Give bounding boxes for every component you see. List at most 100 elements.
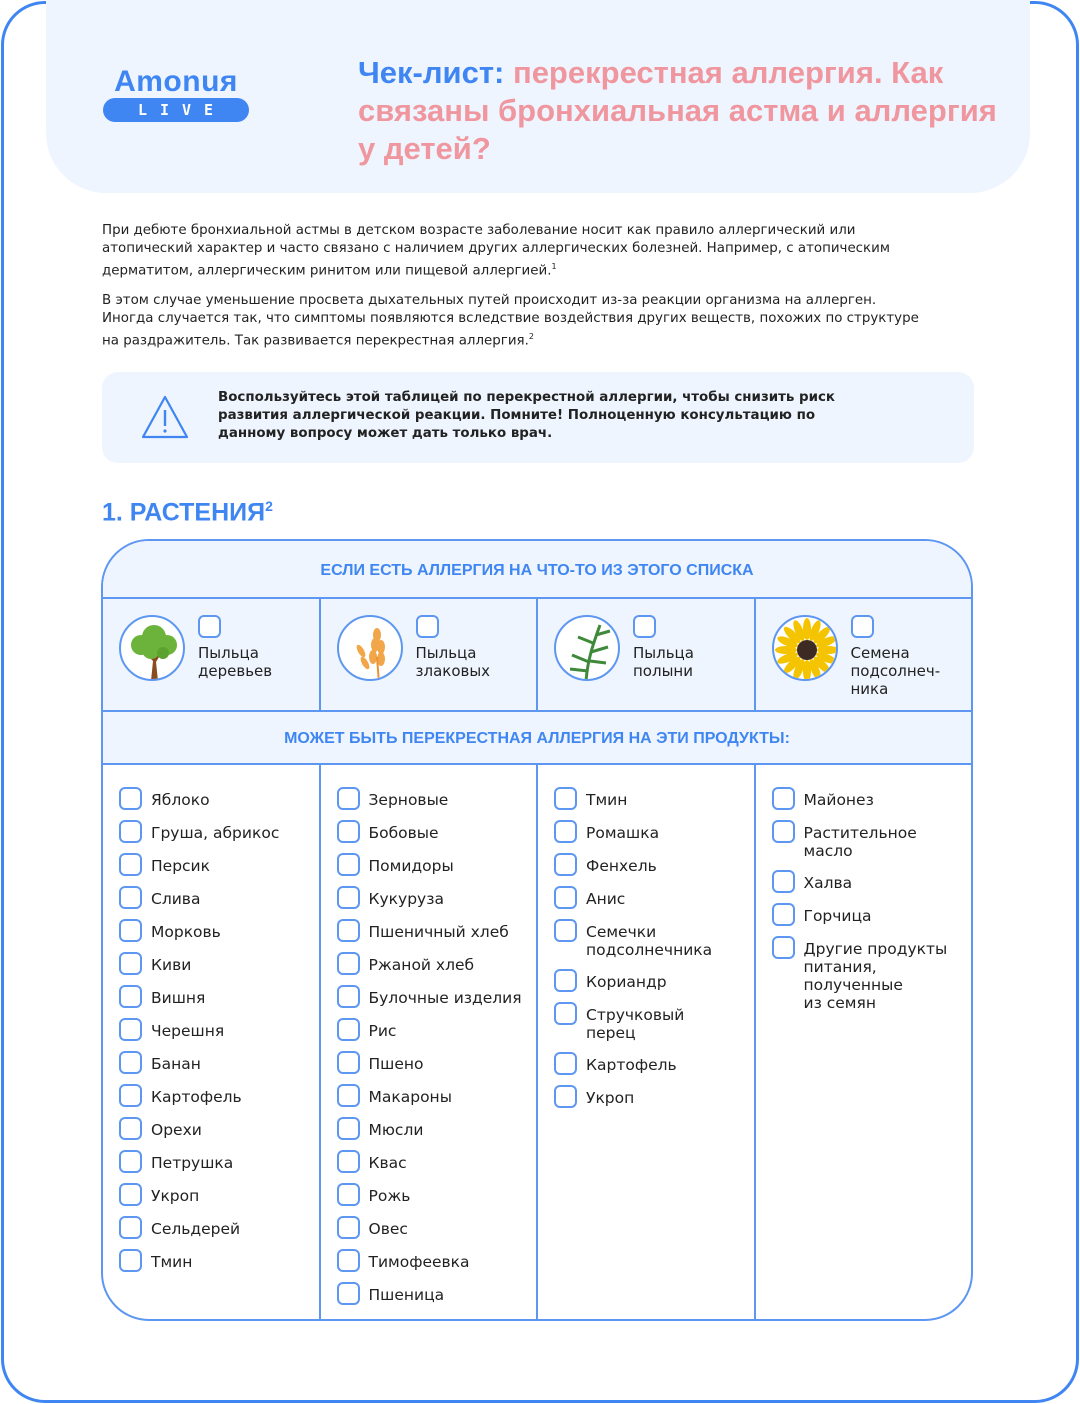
checkbox[interactable] (336, 820, 360, 843)
checkbox[interactable] (336, 1084, 360, 1107)
checkbox[interactable] (336, 1282, 360, 1305)
checkbox[interactable] (771, 787, 795, 810)
checklist-item[interactable]: Помидоры (336, 853, 537, 876)
checklist-item[interactable]: Бобовые (336, 820, 537, 843)
checklist-item[interactable]: Халва (771, 870, 972, 893)
checklist-item[interactable]: Черешня (119, 1018, 319, 1041)
checklist-item[interactable]: Семечки подсолнечника (554, 919, 754, 959)
checkbox[interactable] (633, 615, 656, 638)
checkbox[interactable] (119, 985, 142, 1008)
checklist-item[interactable]: Тимофеевка (336, 1249, 537, 1272)
checkbox[interactable] (554, 969, 577, 992)
checklist-item[interactable]: Сельдерей (119, 1216, 319, 1239)
checkbox[interactable] (336, 1117, 360, 1140)
checklist-item[interactable]: Ромашка (554, 820, 754, 843)
checklist-item[interactable]: Банан (119, 1051, 319, 1074)
checklist-item[interactable]: Стручковый перец (554, 1002, 754, 1042)
checkbox[interactable] (554, 919, 577, 942)
checkbox[interactable] (119, 1084, 142, 1107)
checklist-item[interactable]: Укроп (554, 1085, 754, 1108)
checkbox[interactable] (850, 615, 874, 638)
checklist-item[interactable]: Горчица (771, 903, 972, 926)
checklist-item[interactable]: Киви (119, 952, 319, 975)
checkbox[interactable] (771, 820, 795, 843)
checkbox[interactable] (119, 1249, 142, 1272)
checklist-item[interactable]: Растительное масло (771, 820, 972, 860)
checklist-item[interactable]: Груша, абрикос (119, 820, 319, 843)
checklist-item[interactable]: Фенхель (554, 853, 754, 876)
allergen-category[interactable]: Пыльца деревьев (103, 599, 321, 710)
checklist-item[interactable]: Пшеничный хлеб (336, 919, 537, 942)
checkbox[interactable] (554, 820, 577, 843)
checklist-item[interactable]: Рожь (336, 1183, 537, 1206)
checklist-item[interactable]: Орехи (119, 1117, 319, 1140)
checkbox[interactable] (336, 1018, 360, 1041)
checkbox[interactable] (554, 1085, 577, 1108)
checkbox[interactable] (336, 1051, 360, 1074)
checklist-item[interactable]: Кукуруза (336, 886, 537, 909)
checklist-item[interactable]: Тмин (119, 1249, 319, 1272)
checklist-item[interactable]: Овес (336, 1216, 537, 1239)
checklist-item[interactable]: Персик (119, 853, 319, 876)
checkbox[interactable] (554, 787, 577, 810)
checkbox[interactable] (554, 886, 577, 909)
checkbox[interactable] (554, 853, 577, 876)
checkbox[interactable] (119, 853, 142, 876)
checkbox[interactable] (119, 952, 142, 975)
checkbox[interactable] (119, 1150, 142, 1173)
checkbox[interactable] (336, 1150, 360, 1173)
allergen-category[interactable]: Пыльца полыни (538, 599, 756, 710)
checklist-item[interactable]: Вишня (119, 985, 319, 1008)
checkbox[interactable] (336, 1216, 360, 1239)
checkbox[interactable] (119, 886, 142, 909)
checklist-item[interactable]: Петрушка (119, 1150, 319, 1173)
checklist-item[interactable]: Рис (336, 1018, 537, 1041)
checkbox[interactable] (119, 1051, 142, 1074)
checklist-item[interactable]: Квас (336, 1150, 537, 1173)
checkbox[interactable] (336, 985, 360, 1008)
checkbox[interactable] (119, 787, 142, 810)
checkbox[interactable] (119, 820, 142, 843)
checklist-item[interactable]: Ржаной хлеб (336, 952, 537, 975)
checkbox[interactable] (336, 952, 360, 975)
item-label: Тимофеевка (368, 1253, 470, 1271)
checklist-item[interactable]: Картофель (554, 1052, 754, 1075)
checkbox[interactable] (554, 1002, 577, 1025)
checklist-item[interactable]: Майонез (771, 787, 972, 810)
checklist-item[interactable]: Тмин (554, 787, 754, 810)
checkbox[interactable] (336, 886, 360, 909)
checkbox[interactable] (119, 1216, 142, 1239)
checkbox[interactable] (554, 1052, 577, 1075)
checkbox[interactable] (198, 615, 221, 638)
checkbox[interactable] (336, 787, 360, 810)
checklist-item[interactable]: Пшеница (336, 1282, 537, 1305)
checkbox[interactable] (771, 936, 795, 959)
checklist-item[interactable]: Булочные изделия (336, 985, 537, 1008)
checkbox[interactable] (771, 870, 795, 893)
checkbox[interactable] (336, 1183, 360, 1206)
checklist-item[interactable]: Анис (554, 886, 754, 909)
checklist-item[interactable]: Макароны (336, 1084, 537, 1107)
checklist-item[interactable]: Картофель (119, 1084, 319, 1107)
checklist-item[interactable]: Укроп (119, 1183, 319, 1206)
checkbox[interactable] (415, 615, 439, 638)
checkbox[interactable] (336, 1249, 360, 1272)
item-label: Слива (151, 890, 201, 908)
checklist-item[interactable]: Другие продукты питания, полученные из с… (771, 936, 972, 1012)
checklist-item[interactable]: Слива (119, 886, 319, 909)
checklist-item[interactable]: Зерновые (336, 787, 537, 810)
checklist-item[interactable]: Яблоко (119, 787, 319, 810)
checklist-item[interactable]: Мюсли (336, 1117, 537, 1140)
allergen-category[interactable]: Пыльца злаковых (321, 599, 538, 710)
checklist-item[interactable]: Пшено (336, 1051, 537, 1074)
checklist-item[interactable]: Морковь (119, 919, 319, 942)
checkbox[interactable] (771, 903, 795, 926)
checkbox[interactable] (119, 1117, 142, 1140)
checkbox[interactable] (336, 919, 360, 942)
checkbox[interactable] (336, 853, 360, 876)
checkbox[interactable] (119, 1183, 142, 1206)
checklist-item[interactable]: Кориандр (554, 969, 754, 992)
checkbox[interactable] (119, 919, 142, 942)
checkbox[interactable] (119, 1018, 142, 1041)
allergen-category[interactable]: Семена подсолнеч- ника (756, 599, 972, 710)
